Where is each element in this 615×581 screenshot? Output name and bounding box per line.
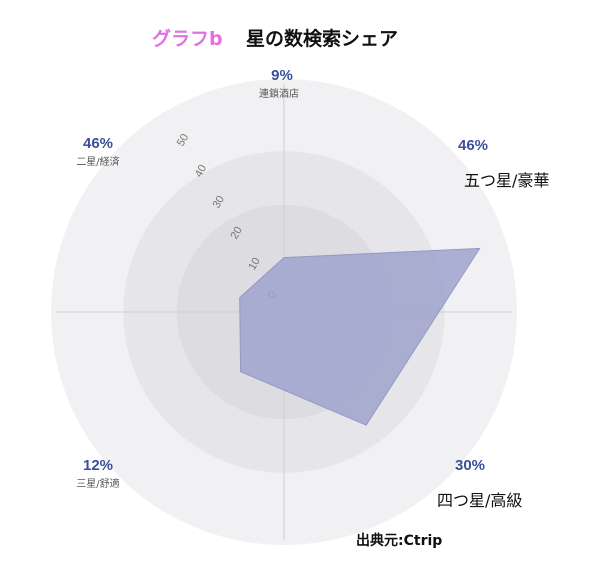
category-percent: 30% <box>455 457 485 474</box>
radar-series <box>239 247 481 426</box>
title-row: グラフb 星の数検索シェア <box>0 22 615 52</box>
category-label: 二星/経済 <box>76 155 119 168</box>
category-percent: 46% <box>83 135 113 152</box>
radial-ticks: 01020304050 <box>175 132 279 301</box>
radar-area <box>239 247 481 426</box>
category-percent: 46% <box>458 137 488 154</box>
category-labels: 9% 連鎖酒店 46% 五つ星/豪華 30% 四つ星/高級 12% 三星/舒適 46% 二星/経済 <box>76 67 549 510</box>
category-label: 四つ星/高級 <box>437 491 522 510</box>
category-label: 三星/舒適 <box>76 477 119 490</box>
radial-tick-label: 40 <box>193 163 210 180</box>
radial-tick-label: 20 <box>228 225 245 242</box>
graph-label: グラフb <box>152 28 223 50</box>
category-label: 五つ星/豪華 <box>464 171 549 190</box>
radial-tick-label: 30 <box>211 194 228 211</box>
radial-tick-label: 10 <box>246 256 263 273</box>
category-label: 連鎖酒店 <box>259 87 299 100</box>
category-percent: 9% <box>271 67 293 84</box>
category-percent: 12% <box>83 457 113 474</box>
radial-tick-label: 50 <box>175 132 192 149</box>
chart-title: 星の数検索シェア <box>246 28 399 50</box>
source-note: 出典元:Ctrip <box>356 533 443 549</box>
